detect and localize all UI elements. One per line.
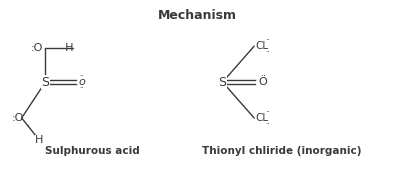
Text: S: S xyxy=(41,76,49,89)
Text: :O: :O xyxy=(31,43,43,53)
Text: ··: ·· xyxy=(80,73,84,79)
Text: ·: · xyxy=(27,122,30,131)
Text: Ö: Ö xyxy=(258,77,267,87)
Text: — H: — H xyxy=(47,43,74,53)
Text: Sulphurous acid: Sulphurous acid xyxy=(45,146,140,156)
Text: CL: CL xyxy=(255,113,268,123)
Text: :O: :O xyxy=(11,113,24,123)
Text: CL: CL xyxy=(255,41,268,51)
Text: H: H xyxy=(35,135,44,145)
Text: ··: ·· xyxy=(265,121,269,127)
Text: o: o xyxy=(79,77,85,87)
Text: ··: ·· xyxy=(80,85,84,91)
Text: ··: ·· xyxy=(265,37,269,43)
Text: ··: ·· xyxy=(265,49,269,55)
Text: Mechanism: Mechanism xyxy=(158,9,236,22)
Text: Thionyl chliride (inorganic): Thionyl chliride (inorganic) xyxy=(202,146,361,156)
Text: S: S xyxy=(219,76,227,89)
Text: ··: ·· xyxy=(265,109,269,115)
